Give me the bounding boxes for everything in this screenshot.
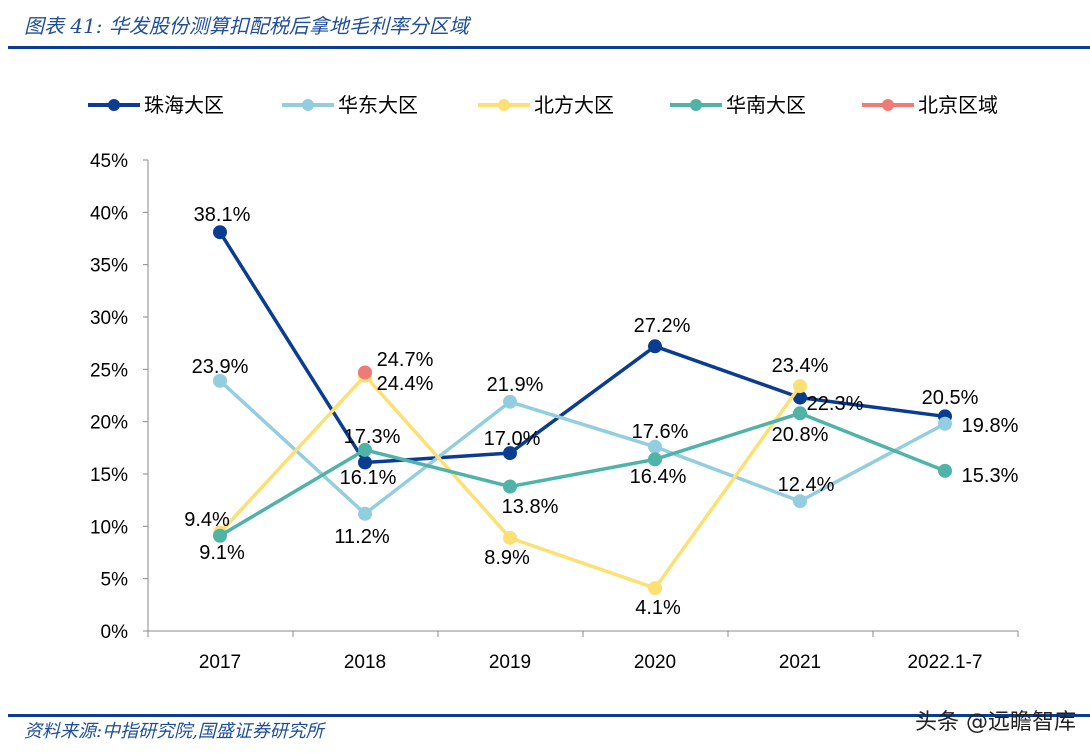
data-label: 4.1% <box>635 597 681 619</box>
series-line <box>218 231 946 465</box>
legend-item: 华南大区 <box>670 93 806 117</box>
data-point <box>503 394 517 409</box>
data-point <box>213 528 227 543</box>
data-point <box>213 373 227 388</box>
legend-marker <box>690 99 702 111</box>
data-label: 13.8% <box>502 496 559 518</box>
x-tick-label: 2022.1-7 <box>907 652 982 673</box>
chart-title: 图表 41: 华发股份测算扣配税后拿地毛利率分区域 <box>24 14 469 38</box>
x-tick-label: 2018 <box>344 652 386 673</box>
legend-label: 华东大区 <box>338 93 418 117</box>
data-point <box>648 581 662 596</box>
data-point <box>213 225 227 240</box>
data-point <box>648 452 662 467</box>
data-label: 19.8% <box>962 415 1019 437</box>
data-point <box>938 416 952 431</box>
data-point <box>503 479 517 494</box>
data-label: 27.2% <box>634 315 691 337</box>
data-label: 20.5% <box>922 387 979 409</box>
data-label: 23.9% <box>192 356 249 378</box>
data-point <box>503 446 517 461</box>
legend-label: 北京区域 <box>918 93 998 117</box>
data-label: 16.1% <box>340 467 397 489</box>
data-point <box>358 442 372 457</box>
data-label: 8.9% <box>484 547 530 569</box>
watermark: 头条 @远瞻智库 <box>915 710 1076 735</box>
x-tick-label: 2021 <box>779 652 821 673</box>
legend-item: 华东大区 <box>282 93 418 117</box>
data-point <box>793 494 807 509</box>
data-label: 24.4% <box>377 373 434 395</box>
legend-label: 珠海大区 <box>144 93 224 117</box>
footer-divider <box>8 714 1090 717</box>
legend-marker <box>302 99 314 111</box>
x-tick-label: 2019 <box>489 652 531 673</box>
data-label: 9.4% <box>184 509 230 531</box>
data-point <box>648 439 662 454</box>
y-tick-label: 30% <box>90 308 128 329</box>
data-point <box>793 379 807 394</box>
data-label: 11.2% <box>334 526 389 548</box>
data-label: 17.3% <box>344 426 401 448</box>
data-label: 17.6% <box>632 421 689 443</box>
data-label: 22.3% <box>807 393 864 415</box>
series-3 <box>213 406 952 543</box>
legend-marker <box>882 99 894 111</box>
series-line <box>219 411 946 538</box>
x-tick-label: 2020 <box>634 652 676 673</box>
data-point <box>503 530 517 545</box>
series-1 <box>213 373 952 521</box>
data-label: 17.0% <box>484 428 541 450</box>
legend-marker <box>498 99 510 111</box>
data-point <box>793 390 807 405</box>
y-tick-label: 35% <box>90 256 128 277</box>
data-label: 24.7% <box>377 349 434 371</box>
series-4 <box>358 365 372 380</box>
legend-item: 珠海大区 <box>88 93 224 117</box>
data-label: 9.1% <box>199 542 245 564</box>
data-label: 38.1% <box>194 204 251 226</box>
header-divider <box>8 46 1090 49</box>
data-point <box>938 463 952 478</box>
legend-label: 北方大区 <box>534 93 614 117</box>
data-label: 23.4% <box>772 355 829 377</box>
data-point <box>358 506 372 521</box>
data-label: 15.3% <box>962 465 1019 487</box>
series-0 <box>213 225 952 470</box>
y-tick-label: 45% <box>90 151 128 172</box>
y-tick-label: 5% <box>101 570 129 591</box>
data-label: 16.4% <box>630 466 687 488</box>
legend-label: 华南大区 <box>726 93 806 117</box>
y-tick-label: 20% <box>90 413 128 434</box>
y-tick-label: 0% <box>101 622 129 643</box>
x-tick-label: 2017 <box>199 652 241 673</box>
data-label: 21.9% <box>487 374 544 396</box>
y-tick-label: 25% <box>90 360 128 381</box>
data-point <box>648 339 662 354</box>
legend-item: 北方大区 <box>478 93 614 117</box>
data-label: 12.4% <box>778 474 835 496</box>
data-point <box>793 406 807 421</box>
legend-marker <box>108 99 120 111</box>
data-label: 20.8% <box>772 424 829 446</box>
y-tick-label: 40% <box>90 203 128 224</box>
data-point <box>358 365 372 380</box>
legend: 珠海大区 华东大区 北方大区 华南大区 北京区域 <box>88 93 998 117</box>
y-tick-label: 10% <box>90 517 128 538</box>
legend-item: 北京区域 <box>862 93 998 117</box>
data-point <box>358 455 372 470</box>
source-note: 资料来源:中指研究院,国盛证券研究所 <box>24 721 324 742</box>
y-tick-label: 15% <box>90 465 128 486</box>
series-line <box>218 379 946 516</box>
